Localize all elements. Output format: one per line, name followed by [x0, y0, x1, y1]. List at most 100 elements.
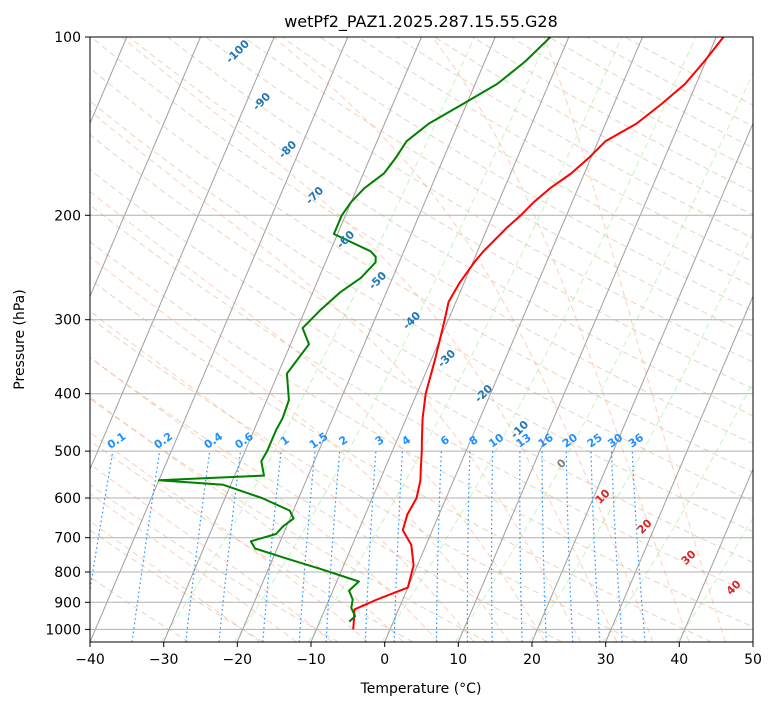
x-tick-label: 20: [523, 652, 541, 668]
mixing-ratio-line: [590, 451, 601, 642]
y-axis: 100 200 300 400 500 600 700 800 900 1000: [45, 30, 90, 638]
moist-adiabat: [90, 520, 261, 642]
y-tick-label: 800: [54, 565, 81, 581]
isotherm: [605, 295, 753, 642]
mixing-ratio-line: [262, 451, 282, 642]
y-tick-label: 700: [54, 531, 81, 547]
isotherm-label: -100: [223, 37, 252, 66]
isentrope-line: [381, 37, 696, 642]
mixing-ratio-line: [519, 451, 523, 642]
x-tick-label: 30: [597, 652, 615, 668]
isotherm: [90, 37, 201, 298]
chart-title: wetPf2_PAZ1.2025.287.15.55.G28: [284, 12, 558, 32]
isentrope-line: [307, 37, 623, 642]
mixing-ratio-label: 25: [585, 431, 605, 450]
isotherm: [236, 37, 496, 642]
y-axis-label: Pressure (hPa): [12, 289, 28, 389]
mixing-ratio-label: 16: [536, 431, 556, 451]
temperature-line: [352, 37, 725, 630]
moist-adiabat: [90, 431, 369, 642]
mixing-ratio-line: [218, 451, 242, 642]
series-layer: [157, 37, 725, 630]
mixing-ratio-label: 0.1: [105, 430, 128, 452]
isotherm-label: -50: [366, 269, 389, 292]
moist-adiabat: [90, 463, 333, 642]
background-lines: [90, 37, 753, 642]
mixing-ratio-label: 4: [399, 433, 413, 448]
mixing-ratio-label: 10: [486, 431, 506, 451]
mixing-ratio-line: [185, 451, 211, 642]
x-tick-label: −30: [149, 652, 179, 668]
mixing-ratio-line: [541, 451, 547, 642]
dry-adiabat: [90, 356, 563, 642]
y-tick-label: 300: [54, 313, 81, 329]
isotherm: [752, 640, 753, 642]
mixing-ratio-label: 8: [467, 433, 481, 448]
x-tick-label: −40: [75, 652, 105, 668]
dry-adiabat: [357, 37, 753, 263]
isotherm: [90, 37, 349, 642]
moist-adiabat: [90, 110, 582, 642]
isotherm-label: -30: [435, 347, 458, 370]
dry-adiabat: [434, 37, 753, 216]
mixing-ratio-line: [131, 451, 161, 642]
mixing-ratio-label: 0.4: [202, 430, 226, 452]
mixing-ratio-label: 0.2: [152, 430, 175, 452]
mixing-ratio-line: [325, 451, 341, 642]
moist-adiabat-label: 10: [593, 486, 613, 506]
dry-adiabat: [90, 134, 753, 533]
moist-adiabat: [273, 37, 654, 642]
isentrope-line: [160, 37, 475, 642]
dry-adiabat: [90, 440, 414, 642]
moist-adiabat: [121, 37, 618, 642]
dry-adiabat: [90, 100, 753, 503]
mixing-ratio-label: 1: [278, 433, 292, 448]
dry-adiabat: [90, 204, 753, 595]
y-tick-label: 500: [54, 444, 81, 460]
mixing-ratio-line: [298, 451, 316, 642]
mixing-ratio-label: 36: [626, 431, 646, 451]
isotherm: [384, 37, 643, 642]
x-tick-label: 40: [670, 652, 688, 668]
x-tick-label: −20: [223, 652, 253, 668]
mixing-ratio-line: [90, 450, 114, 594]
mixing-ratio-label: 2: [337, 433, 351, 448]
isotherm: [531, 122, 753, 642]
x-tick-label: 50: [744, 652, 762, 668]
isotherm: [90, 37, 275, 471]
x-axis-label: Temperature (°C): [360, 681, 482, 697]
moist-adiabat: [90, 396, 404, 642]
mixing-ratio-line: [610, 451, 623, 642]
isentrope-line: [602, 380, 753, 642]
dry-adiabat: [90, 317, 638, 642]
dry-adiabat: [90, 529, 264, 642]
isentrope-line: [454, 71, 753, 642]
mixing-ratio-line: [565, 451, 574, 642]
moist-adiabat: [90, 356, 439, 642]
y-tick-label: 600: [54, 491, 81, 507]
dewpoint-line: [157, 37, 552, 623]
isotherm-label: -40: [400, 309, 423, 332]
dry-adiabat: [510, 37, 753, 171]
moist-adiabat-label: 0: [554, 456, 569, 471]
isotherm-label: -60: [334, 228, 357, 251]
dry-adiabat: [243, 37, 753, 337]
isotherm-label: -70: [303, 184, 326, 207]
moist-adiabat-label: 40: [724, 577, 744, 597]
dry-adiabat: [90, 278, 712, 642]
dry-adiabat: [281, 37, 753, 312]
x-tick-label: −10: [296, 652, 326, 668]
dry-adiabat: [90, 484, 339, 642]
isotherm: [678, 467, 753, 642]
dry-adiabat: [90, 397, 488, 642]
x-axis: −40 −30 −20 −10 0 10 20 30 40 50: [75, 642, 762, 668]
mixing-ratio-line: [435, 451, 442, 642]
moist-adiabat: [431, 37, 690, 642]
isentrope-line: [528, 231, 753, 642]
dry-adiabat: [90, 241, 753, 628]
mixing-ratio-line: [393, 451, 404, 642]
moist-adiabat: [90, 256, 510, 642]
moist-adiabat: [90, 310, 475, 642]
dry-adiabat: [167, 37, 753, 390]
isentrope-line: [233, 37, 549, 642]
